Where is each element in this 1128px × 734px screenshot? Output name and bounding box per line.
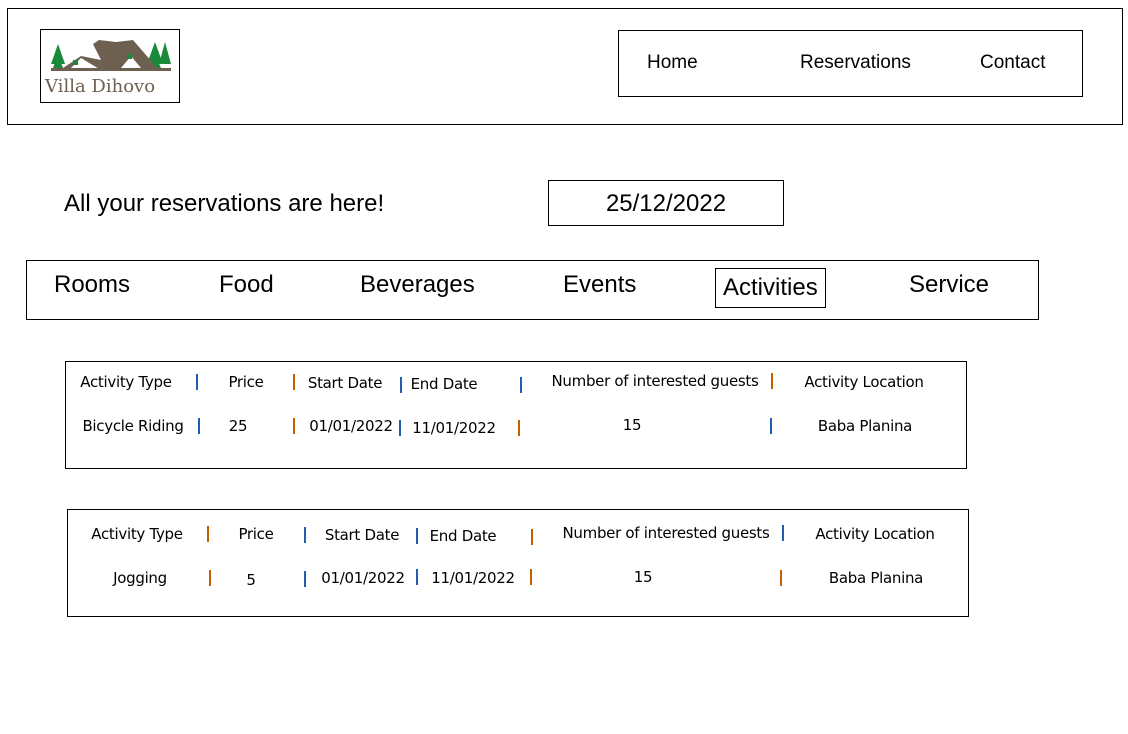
tab-food[interactable]: Food: [219, 271, 274, 298]
col-activity-type: Activity Type: [80, 373, 172, 391]
column-separator: [293, 374, 295, 390]
location: Baba Planina: [817, 417, 913, 435]
tab-beverages[interactable]: Beverages: [360, 271, 475, 298]
col-end-date: End Date: [429, 527, 497, 545]
tab-activities[interactable]: Activities: [715, 268, 826, 308]
col-price: Price: [228, 373, 264, 391]
col-activity-type: Activity Type: [91, 525, 183, 543]
col-price: Price: [238, 525, 274, 543]
logo-house-icon: [51, 40, 171, 71]
column-separator: [531, 529, 533, 545]
nav-home[interactable]: Home: [647, 52, 698, 73]
column-separator: [209, 570, 211, 586]
reservation-card: Activity Type Price Start Date End Date …: [67, 509, 969, 617]
column-separator: [518, 420, 520, 436]
tab-rooms[interactable]: Rooms: [54, 271, 131, 298]
end-date: 11/01/2022: [431, 569, 515, 587]
column-separator: [293, 418, 295, 434]
column-separator: [770, 418, 772, 434]
column-separator: [198, 418, 200, 434]
tab-service[interactable]: Service: [909, 271, 990, 298]
header: Villa Dihovo Home Reservations Contact: [7, 8, 1123, 125]
main-nav: Home Reservations Contact: [618, 30, 1083, 97]
nav-contact[interactable]: Contact: [980, 52, 1046, 73]
column-separator: [196, 374, 198, 390]
col-location: Activity Location: [804, 373, 924, 391]
col-guests: Number of interested guests: [562, 524, 770, 542]
location: Baba Planina: [828, 569, 924, 587]
price: 5: [246, 571, 256, 589]
column-separator: [416, 528, 418, 544]
column-separator: [304, 571, 306, 587]
nav-reservations[interactable]: Reservations: [800, 52, 911, 73]
logo[interactable]: Villa Dihovo: [40, 29, 180, 103]
price: 25: [228, 417, 248, 435]
col-end-date: End Date: [410, 375, 478, 393]
column-separator: [416, 569, 418, 585]
column-separator: [780, 570, 782, 586]
col-start-date: Start Date: [324, 526, 400, 544]
page-title: All your reservations are here!: [64, 190, 385, 217]
logo-text: Villa Dihovo: [45, 76, 156, 97]
column-separator: [399, 420, 401, 436]
column-separator: [207, 526, 209, 542]
reservation-card: Activity Type Price Start Date End Date …: [65, 361, 967, 469]
column-separator: [400, 377, 402, 393]
col-location: Activity Location: [815, 525, 935, 543]
column-separator: [782, 525, 784, 541]
column-separator: [520, 377, 522, 393]
start-date: 01/01/2022: [321, 569, 405, 587]
column-separator: [530, 569, 532, 585]
column-separator: [771, 373, 773, 389]
tab-events[interactable]: Events: [563, 271, 637, 298]
date-field[interactable]: 25/12/2022: [548, 180, 784, 226]
col-start-date: Start Date: [307, 374, 383, 392]
col-guests: Number of interested guests: [551, 372, 759, 390]
activity-type: Jogging: [113, 569, 167, 587]
guests: 15: [622, 416, 642, 434]
guests: 15: [633, 568, 653, 586]
start-date: 01/01/2022: [309, 417, 393, 435]
end-date: 11/01/2022: [412, 419, 496, 437]
activity-type: Bicycle Riding: [82, 417, 184, 435]
column-separator: [304, 527, 306, 543]
category-tabs: Rooms Food Beverages Events Activities S…: [26, 260, 1039, 320]
